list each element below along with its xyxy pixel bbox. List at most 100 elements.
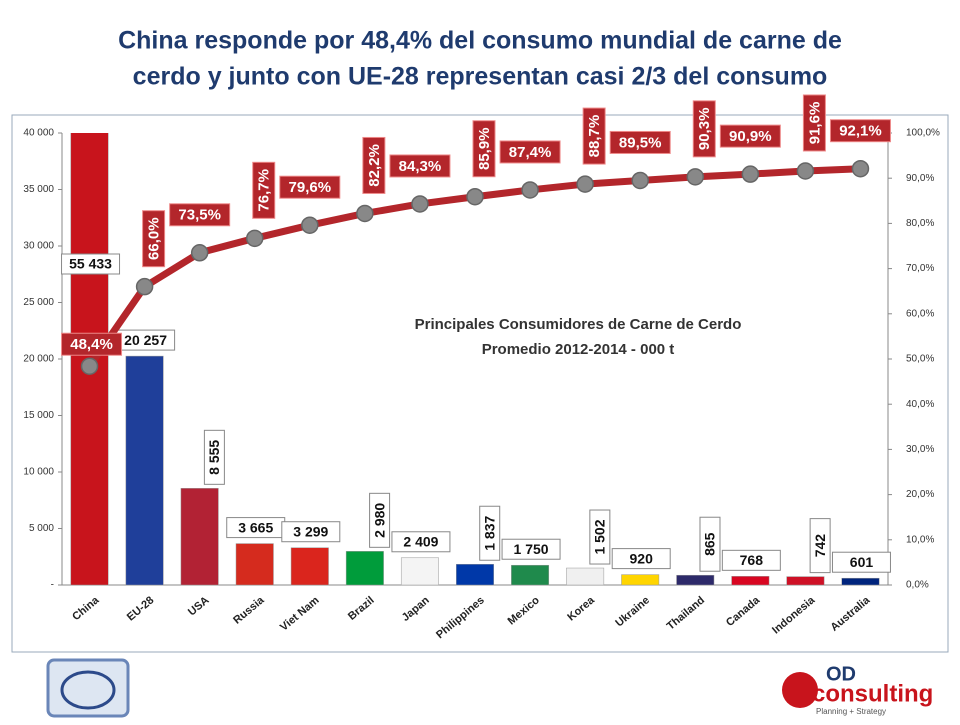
y-tick-label: 20 000 [23,354,54,365]
pct-label-text: 82,2% [366,144,383,187]
pct-label-text: 73,5% [178,207,221,224]
pct-label: 90,3% [692,100,716,158]
value-label-box [479,505,501,561]
chart-frame [11,114,949,653]
cumulative-marker [741,165,760,183]
bar [786,576,825,586]
value-label-text: 3 665 [238,519,273,535]
cumulative-marker [466,187,484,206]
bar [70,133,109,586]
cumulative-marker [521,181,539,199]
value-label-box [281,521,341,543]
value-label-box [203,429,225,485]
title-line: China responde por 48,4% del consumo mun… [118,27,842,55]
value-label-text: 8 555 [206,440,222,475]
value-label-text: 2 980 [371,503,387,538]
logo-name: consulting [812,680,933,707]
y2-tick-label: 50,0% [906,354,934,365]
chart-subtitle: Principales Consumidores de Carne de Cer… [415,316,742,333]
y2-tick-label: 80,0% [906,218,934,229]
y2-tick-label: 30,0% [906,444,934,455]
cumulative-marker [190,244,209,262]
pct-label-text: 89,5% [619,134,662,151]
value-label-box [501,538,561,560]
value-label: 1 837 [479,505,501,561]
pct-label-box [142,210,166,268]
value-label: 742 [809,518,831,574]
pct-label-box [279,175,341,199]
cumulative-marker [245,229,264,248]
pct-label-text: 90,9% [729,128,772,145]
value-label: 8 555 [203,429,225,485]
value-label-box [391,531,451,553]
cumulative-marker [411,195,429,213]
bar [290,547,329,586]
cumulative-marker [135,277,154,296]
value-label-text: 768 [740,552,764,568]
y2-tick-label: 20,0% [906,489,934,500]
logo-globe [782,672,818,708]
bar [456,563,494,586]
value-label-box [721,549,781,571]
value-label-box [589,509,611,565]
y-tick-label: 35 000 [23,184,54,195]
y-tick-label: 40 000 [23,128,54,139]
pct-label-text: 87,4% [509,144,552,161]
pct-label-box [829,119,891,143]
bar [345,551,384,586]
cumulative-marker [796,162,815,180]
logo-brand: OD [826,663,856,685]
y-tick-label: 10 000 [23,467,54,478]
pct-label-box [499,140,561,164]
bar [841,577,880,586]
bar [676,574,715,586]
pct-label-box [472,120,496,178]
value-label-text: 865 [702,532,718,556]
value-label-text: 920 [630,550,654,566]
cumulative-marker [356,204,374,223]
value-label-text: 55 433 [69,256,112,272]
pct-label-box [389,154,451,178]
y2-tick-label: 10,0% [906,534,934,545]
bar [621,574,660,586]
pct-label-box [169,203,231,227]
pct-label-box [362,136,386,194]
pct-label-text: 84,3% [399,158,442,175]
title-line: cerdo y junto con UE-28 representan casi… [133,63,828,91]
bars [70,133,880,586]
pct-label-text: 48,4% [70,336,113,353]
pct-label-box [719,124,781,148]
value-label-box [699,516,721,572]
pct-label: 82,2% [362,136,386,194]
chart-subtitle: Promedio 2012-2014 - 000 t [482,341,675,358]
pct-label-box [609,130,671,154]
value-label-text: 742 [812,534,828,558]
pct-label: 88,7% [582,107,606,165]
y2-tick-label: 70,0% [906,263,934,274]
pct-label-text: 66,0% [146,217,163,260]
logo-tagline: Planning + Strategy [816,707,886,716]
pct-label: 91,6% [802,94,826,152]
bar [511,564,550,586]
y-tick-label: 5 000 [29,523,54,534]
value-label-text: 1 502 [592,519,608,554]
value-label-text: 2 409 [403,533,438,549]
cumulative-marker [576,175,594,193]
pct-label-text: 88,7% [586,115,603,158]
bar [731,576,770,586]
bar [566,567,605,586]
pct-label-text: 91,6% [806,102,823,145]
y2-tick-label: 100,0% [906,128,940,139]
value-label-text: 601 [850,554,874,570]
y2-tick-label: 0,0% [906,580,929,591]
pct-label-text: 85,9% [476,127,493,170]
value-label: 1 502 [589,509,611,565]
pig-icon [60,670,116,710]
cumulative-marker [851,159,870,178]
value-label-text: 20 257 [124,332,167,348]
pct-label-box [61,332,123,356]
value-label-text: 3 299 [293,523,328,539]
pct-label-box [582,107,606,165]
